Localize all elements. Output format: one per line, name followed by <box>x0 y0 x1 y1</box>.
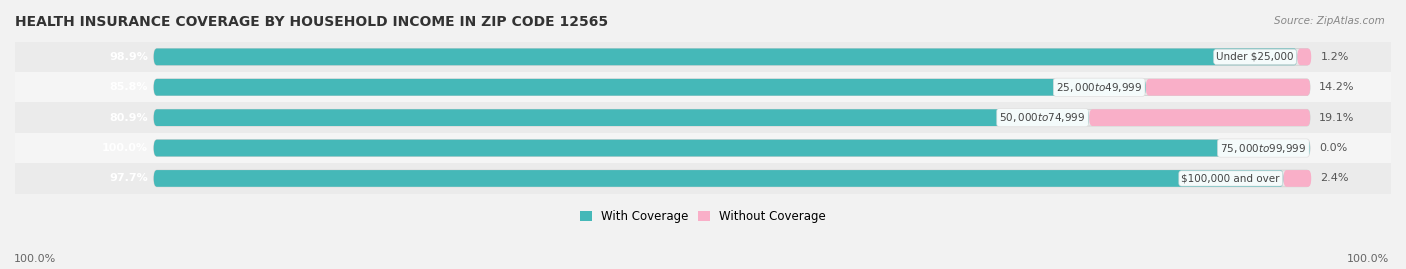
Text: 0.0%: 0.0% <box>1319 143 1347 153</box>
Text: $100,000 and over: $100,000 and over <box>1181 174 1279 183</box>
Legend: With Coverage, Without Coverage: With Coverage, Without Coverage <box>575 205 831 228</box>
Text: 97.7%: 97.7% <box>110 174 148 183</box>
FancyBboxPatch shape <box>153 79 1310 95</box>
FancyBboxPatch shape <box>153 170 1310 187</box>
Text: HEALTH INSURANCE COVERAGE BY HOUSEHOLD INCOME IN ZIP CODE 12565: HEALTH INSURANCE COVERAGE BY HOUSEHOLD I… <box>15 15 609 29</box>
FancyBboxPatch shape <box>153 79 1146 95</box>
Text: $75,000 to $99,999: $75,000 to $99,999 <box>1220 141 1306 155</box>
Text: 98.9%: 98.9% <box>110 52 148 62</box>
FancyBboxPatch shape <box>1298 48 1312 65</box>
Text: 80.9%: 80.9% <box>110 113 148 123</box>
Text: 100.0%: 100.0% <box>14 254 56 264</box>
FancyBboxPatch shape <box>15 42 1391 72</box>
FancyBboxPatch shape <box>15 133 1391 163</box>
FancyBboxPatch shape <box>153 48 1310 65</box>
FancyBboxPatch shape <box>1146 79 1310 95</box>
Text: Source: ZipAtlas.com: Source: ZipAtlas.com <box>1274 16 1385 26</box>
Text: Under $25,000: Under $25,000 <box>1216 52 1294 62</box>
FancyBboxPatch shape <box>153 170 1284 187</box>
Text: 19.1%: 19.1% <box>1319 113 1355 123</box>
FancyBboxPatch shape <box>15 72 1391 102</box>
FancyBboxPatch shape <box>153 109 1310 126</box>
FancyBboxPatch shape <box>15 102 1391 133</box>
FancyBboxPatch shape <box>153 48 1298 65</box>
FancyBboxPatch shape <box>15 163 1391 194</box>
Text: 100.0%: 100.0% <box>103 143 148 153</box>
FancyBboxPatch shape <box>1284 170 1312 187</box>
FancyBboxPatch shape <box>153 140 1310 156</box>
Text: 14.2%: 14.2% <box>1319 82 1355 92</box>
Text: $50,000 to $74,999: $50,000 to $74,999 <box>1000 111 1085 124</box>
FancyBboxPatch shape <box>153 109 1090 126</box>
Text: 2.4%: 2.4% <box>1320 174 1348 183</box>
FancyBboxPatch shape <box>153 140 1310 156</box>
Text: 100.0%: 100.0% <box>1347 254 1389 264</box>
Text: 1.2%: 1.2% <box>1320 52 1348 62</box>
Text: 85.8%: 85.8% <box>110 82 148 92</box>
Text: $25,000 to $49,999: $25,000 to $49,999 <box>1056 81 1143 94</box>
FancyBboxPatch shape <box>1090 109 1310 126</box>
